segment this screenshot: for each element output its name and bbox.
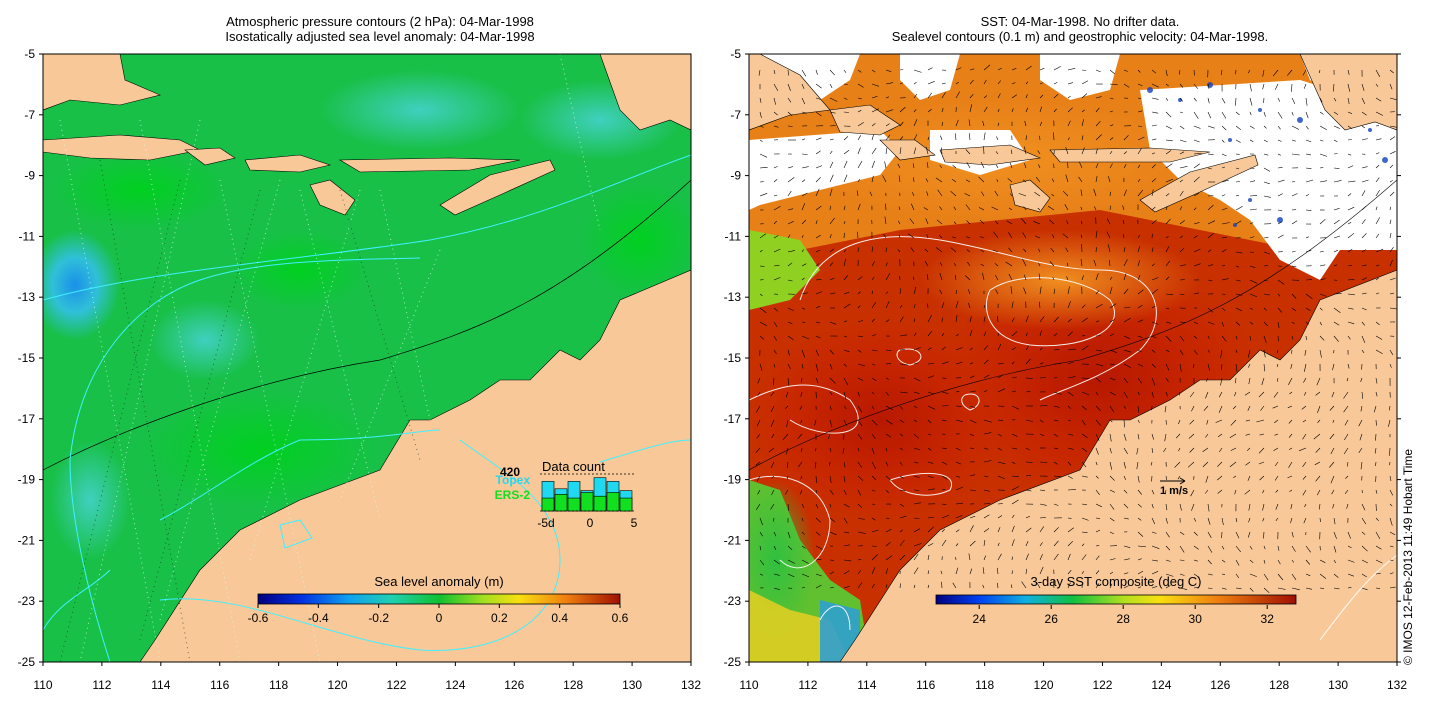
- left_panel-colorbar-tick: -0.2: [368, 611, 389, 625]
- left_panel-y-tick-label: -15: [18, 351, 36, 365]
- data-count-bar-ers2: [541, 497, 555, 512]
- left_panel-x-tick-label: 130: [622, 678, 642, 692]
- data-count-title: Data count: [542, 459, 605, 474]
- left-land: [43, 54, 691, 662]
- right_panel-y-tick-label: -13: [724, 290, 742, 304]
- right_panel-y-tick-label: -19: [724, 473, 742, 487]
- left_panel-y-tick-label: -11: [19, 229, 36, 243]
- right_panel-y-tick-label: -21: [724, 533, 742, 547]
- right_panel-x-tick-label: 114: [857, 678, 876, 692]
- right_panel-y-tick-label: -15: [724, 351, 742, 365]
- right_panel-x-tick-label: 112: [798, 678, 817, 692]
- right_panel-x-tick-label: 116: [916, 678, 935, 692]
- right-y-axis: -5 -7 -9 -11 -13 -15 -17 -19 -21 -23 -25: [724, 47, 1401, 669]
- right-colorbar-ramp: [935, 594, 1297, 605]
- data-count-bar-ers2: [593, 495, 607, 512]
- data-count-max: 420: [500, 465, 520, 479]
- data-count-bar-ers2: [554, 494, 568, 512]
- data-count-inset: Data count 420 Topex ERS-2 -5d 0 5: [495, 459, 638, 530]
- right-x-axis: 110 112 114 116 118 120 122 124 126 128 130 132: [739, 662, 1407, 692]
- left_panel-y-tick-label: -21: [18, 533, 36, 547]
- left_panel-y-tick-label: -25: [18, 655, 36, 669]
- left_panel-colorbar-tick: 0.4: [551, 611, 568, 625]
- left_panel-x-tick-label: 122: [386, 678, 406, 692]
- left_panel-x-tick-label: 120: [328, 678, 348, 692]
- dc-tick-left: -5d: [537, 516, 554, 530]
- left_panel-x-tick-label: 118: [269, 678, 288, 692]
- data-count-bar-ers2: [619, 497, 633, 512]
- right_panel-colorbar-tick: 26: [1045, 612, 1059, 626]
- sealevel-contours: [749, 236, 1397, 641]
- left_panel-colorbar-tick: -0.4: [308, 611, 329, 625]
- velocity-vectors: [755, 64, 1397, 594]
- right_panel-y-tick-label: -5: [730, 47, 741, 61]
- left_panel-y-tick-label: -13: [18, 290, 36, 304]
- left_panel-y-tick-label: -19: [18, 473, 36, 487]
- velocity-scale-label: 1 m/s: [1160, 485, 1188, 497]
- right-title-line1: SST: 04-Mar-1998. No drifter data.: [980, 14, 1180, 29]
- left-map: [43, 54, 691, 662]
- left_panel-x-tick-label: 124: [445, 678, 465, 692]
- right_panel-x-tick-label: 130: [1328, 678, 1348, 692]
- right_panel-y-tick-label: -11: [725, 229, 742, 243]
- right_panel-y-tick-label: -9: [730, 169, 741, 183]
- left_panel-y-tick-label: -5: [24, 47, 35, 61]
- left_panel-x-tick-label: 116: [210, 678, 229, 692]
- right_panel-x-tick-label: 126: [1210, 678, 1230, 692]
- left_panel-colorbar-tick: -0.6: [248, 611, 269, 625]
- right_panel-x-tick-label: 110: [739, 678, 758, 692]
- left_panel-y-tick-label: -7: [24, 108, 35, 122]
- right_panel-y-tick-label: -17: [724, 412, 742, 426]
- left-colorbar-ramp: [257, 593, 621, 605]
- right_panel-x-tick-label: 118: [975, 678, 994, 692]
- right_panel-y-tick-label: -25: [724, 655, 742, 669]
- data-count-bar-ers2: [580, 492, 594, 512]
- right_panel-colorbar-tick: 24: [973, 612, 987, 626]
- right_panel-x-tick-label: 128: [1269, 678, 1289, 692]
- left_panel-x-tick-label: 114: [151, 678, 170, 692]
- right_panel-colorbar-tick: 28: [1117, 612, 1131, 626]
- left-colorbar-title: Sea level anomaly (m): [374, 574, 503, 589]
- legend-topex: Topex: [496, 473, 531, 487]
- left_panel-colorbar-tick: 0: [436, 611, 443, 625]
- right-colorbar: 3-day SST composite (deg C) 24 26 28 30 32: [935, 574, 1297, 626]
- right_panel-x-tick-label: 120: [1034, 678, 1054, 692]
- imos-credit: © IMOS 12-Feb-2013 11:49 Hobart Time: [1401, 448, 1415, 665]
- left-x-axis: 110 112 114 116 118 120 122 124 126 128 130 132: [33, 662, 701, 692]
- left_panel-x-tick-label: 128: [563, 678, 583, 692]
- data-count-bar-ers2: [606, 492, 620, 512]
- left_panel-colorbar-tick: 0.6: [612, 611, 629, 625]
- left_panel-y-tick-label: -9: [24, 169, 35, 183]
- right_panel-y-tick-label: -23: [724, 594, 742, 608]
- data-count-bar-ers2: [567, 497, 581, 512]
- left-y-axis: -5 -7 -9 -11 -13 -15 -17 -19 -21 -23 -25: [18, 47, 43, 669]
- left-title-line1: Atmospheric pressure contours (2 hPa): 0…: [226, 14, 534, 29]
- right_panel-y-tick-label: -7: [730, 108, 741, 122]
- left_panel-x-tick-label: 132: [681, 678, 701, 692]
- right-land: [749, 54, 1397, 662]
- dc-tick-mid: 0: [587, 516, 594, 530]
- left_panel-x-tick-label: 126: [504, 678, 524, 692]
- left_panel-x-tick-label: 112: [92, 678, 111, 692]
- right_panel-x-tick-label: 124: [1151, 678, 1171, 692]
- left_panel-y-tick-label: -23: [18, 594, 36, 608]
- left_panel-x-tick-label: 110: [33, 678, 52, 692]
- right_panel-colorbar-tick: 32: [1261, 612, 1275, 626]
- right-colorbar-title: 3-day SST composite (deg C): [1031, 574, 1202, 589]
- left-panel-title: Atmospheric pressure contours (2 hPa): 0…: [140, 14, 620, 44]
- left-colorbar: Sea level anomaly (m) -0.6 -0.4 -0.2 0 0.2 0.…: [248, 574, 629, 625]
- legend-ers2: ERS-2: [495, 488, 531, 502]
- left_panel-colorbar-tick: 0.2: [491, 611, 508, 625]
- right_panel-x-tick-label: 132: [1387, 678, 1407, 692]
- right_panel-x-tick-label: 122: [1092, 678, 1112, 692]
- right-map: 1 m/s: [749, 54, 1397, 662]
- left_panel-y-tick-label: -17: [18, 412, 36, 426]
- right-title-line2: Sealevel contours (0.1 m) and geostrophi…: [891, 29, 1269, 44]
- left-title-line2: Isostatically adjusted sea level anomaly…: [225, 29, 535, 44]
- right_panel-colorbar-tick: 30: [1189, 612, 1203, 626]
- right-panel-title: SST: 04-Mar-1998. No drifter data. Seale…: [820, 14, 1340, 44]
- dc-tick-right: 5: [631, 516, 638, 530]
